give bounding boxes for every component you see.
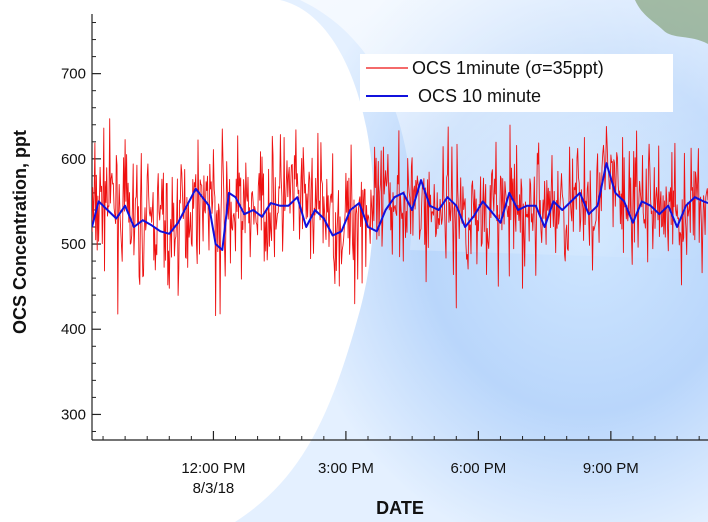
series-10minute-line	[92, 162, 708, 251]
y-tick-label: 500	[61, 236, 86, 253]
legend-box	[360, 54, 673, 112]
legend-label-10minute: OCS 10 minute	[418, 86, 541, 106]
y-ticks: 300 400 500 600 700	[61, 66, 101, 423]
x-tick-label: 9:00 PM	[583, 460, 639, 477]
series-layer	[92, 118, 708, 317]
y-tick-label: 300	[61, 406, 86, 423]
x-tick-label: 3:00 PM	[318, 460, 374, 477]
legend-label-1minute: OCS 1minute (σ=35ppt)	[412, 58, 604, 78]
plot-area	[92, 118, 708, 317]
y-axis-title: OCS Concentration, ppt	[10, 130, 30, 334]
x-tick-label: 12:00 PM	[181, 460, 245, 477]
x-tick-label: 6:00 PM	[450, 460, 506, 477]
x-tick-sublabel: 8/3/18	[193, 480, 235, 497]
series-1minute-line	[92, 118, 708, 317]
y-tick-label: 400	[61, 321, 86, 338]
x-ticks: 12:00 PM 8/3/18 3:00 PM 6:00 PM 9:00 PM	[181, 431, 639, 497]
minor-ticks	[92, 22, 700, 440]
y-tick-label: 600	[61, 151, 86, 168]
legend: OCS 1minute (σ=35ppt) OCS 10 minute	[360, 54, 673, 112]
background-landmass	[635, 0, 708, 44]
y-tick-label: 700	[61, 66, 86, 83]
x-axis-title: DATE	[376, 498, 424, 518]
